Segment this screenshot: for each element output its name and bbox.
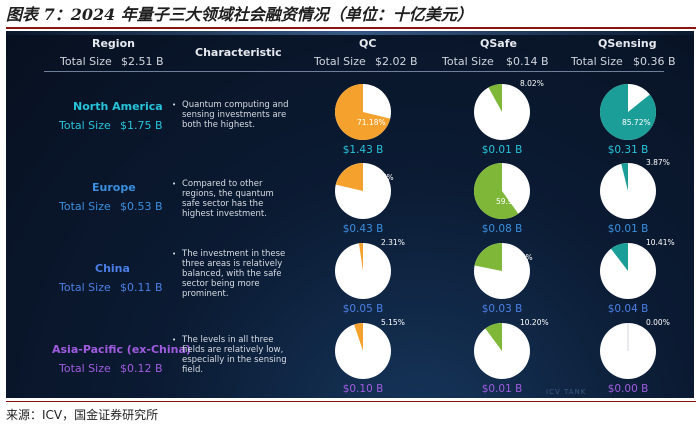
pie-share-label: 10.41% <box>646 238 675 247</box>
pie-value-label: $0.31 B <box>607 144 649 156</box>
pie-share-label: 21.86% <box>504 253 533 262</box>
characteristic-bullet: • The investment in these three areas is… <box>172 249 290 299</box>
figure-title: 图表 7：2024 年量子三大领域社会融资情况（单位：十亿美元） <box>6 3 696 29</box>
watermark: ICV TANK <box>546 388 587 396</box>
region-total-value: $0.11 B <box>120 281 163 294</box>
pie-share-slice <box>610 243 628 271</box>
header-qc-total-value: $2.02 B <box>375 55 418 68</box>
header-qsafe: QSafe <box>480 37 517 50</box>
header-qc-total-label: Total Size <box>314 55 366 68</box>
characteristic-text: Quantum computing and sensing investment… <box>182 100 289 130</box>
pie-share-label: 10.20% <box>520 318 549 327</box>
pie-share-label: 2.31% <box>381 238 405 247</box>
pie-value-label: $0.10 B <box>342 383 384 395</box>
pie-value-label: $0.05 B <box>342 303 384 315</box>
characteristic-text: The levels in all three fields are relat… <box>182 335 287 375</box>
region-total-label: Total Size <box>59 200 111 213</box>
region-total-label: Total Size <box>59 281 111 294</box>
pie-north-americaqsensing <box>600 84 656 140</box>
source-note: 来源：ICV，国金证券研究所 <box>6 401 696 423</box>
region-total-label: Total Size <box>59 119 111 132</box>
characteristic-text: The investment in these three areas is r… <box>182 249 286 299</box>
header-qsafe-total-label: Total Size <box>442 55 494 68</box>
pie-north-americaqsafe <box>474 84 530 140</box>
header-qsensing: QSensing <box>598 37 657 50</box>
pie-asia-pacific-ex-china-qsafe <box>474 323 530 379</box>
header-region: Region <box>92 37 135 50</box>
pie-share-label: 85.72% <box>622 118 651 127</box>
characteristic-bullet: • Compared to other regions, the quantum… <box>172 179 290 219</box>
region-total-value: $0.12 B <box>120 362 163 375</box>
pie-value-label: $0.43 B <box>342 223 384 235</box>
pie-europeqc <box>335 163 391 219</box>
pie-share-slice <box>474 163 519 219</box>
top-glow <box>6 31 694 35</box>
pie-value-label: $1.43 B <box>342 144 384 156</box>
header-qsafe-total-value: $0.14 B <box>506 55 549 68</box>
pie-share-slice <box>485 323 502 351</box>
pie-value-label: $0.03 B <box>481 303 523 315</box>
region-name: Europe <box>92 181 136 194</box>
pie-share-label: 71.18% <box>357 118 386 127</box>
pie-share-label: 59.92% <box>496 197 525 206</box>
pie-asia-pacific-ex-china-qsensing <box>600 323 656 379</box>
pie-share-slice <box>488 84 502 112</box>
pie-share-label: 0.00% <box>646 318 670 327</box>
characteristic-bullet: • Quantum computing and sensing investme… <box>172 100 290 130</box>
header-characteristic: Characteristic <box>195 46 282 59</box>
infographic-panel: Region Characteristic QC QSafe QSensing … <box>6 31 694 398</box>
pie-value-label: $0.01 B <box>481 144 523 156</box>
region-total-value: $1.75 B <box>120 119 163 132</box>
bullet-dot-icon: • <box>172 101 177 109</box>
pie-share-slice <box>354 323 363 351</box>
pie-value-label: $0.04 B <box>607 303 649 315</box>
pie-share-slice <box>474 243 502 271</box>
pie-value-label: $0.01 B <box>607 223 649 235</box>
region-name: Asia-Pacific (ex-China) <box>52 343 191 356</box>
pie-north-americaqc <box>335 84 391 140</box>
pie-europeqsensing <box>600 163 656 219</box>
region-name: China <box>95 262 130 275</box>
header-divider <box>44 71 664 72</box>
pie-chinaqsensing <box>600 243 656 299</box>
bullet-dot-icon: • <box>172 250 177 258</box>
region-name: North America <box>73 100 163 113</box>
header-region-total-label: Total Size <box>60 55 112 68</box>
pie-share-label: 8.02% <box>520 79 544 88</box>
region-total-label: Total Size <box>59 362 111 375</box>
characteristic-text: Compared to other regions, the quantum s… <box>182 179 274 219</box>
pie-europeqsafe <box>474 163 530 219</box>
bullet-dot-icon: • <box>172 336 177 344</box>
pie-share-label: 21.37% <box>365 173 394 182</box>
header-qsensing-total-value: $0.36 B <box>633 55 676 68</box>
region-total-value: $0.53 B <box>120 200 163 213</box>
pie-share-slice <box>335 84 391 140</box>
pie-share-label: 3.87% <box>646 158 670 167</box>
pie-chinaqc <box>335 243 391 299</box>
pie-value-label: $0.00 B <box>607 383 649 395</box>
pie-value-label: $0.08 B <box>481 223 523 235</box>
pie-value-label: $0.01 B <box>481 383 523 395</box>
pie-share-slice <box>621 163 628 191</box>
header-qsensing-total-label: Total Size <box>571 55 623 68</box>
pie-share-slice <box>358 243 363 271</box>
bullet-dot-icon: • <box>172 180 177 188</box>
characteristic-bullet: • The levels in all three fields are rel… <box>172 335 290 375</box>
pie-asia-pacific-ex-china-qc <box>335 323 391 379</box>
pie-chinaqsafe <box>474 243 530 299</box>
header-region-total-value: $2.51 B <box>121 55 164 68</box>
pie-share-slice <box>335 163 363 191</box>
header-qc: QC <box>359 37 377 50</box>
pie-share-slice <box>600 84 656 140</box>
pie-share-label: 5.15% <box>381 318 405 327</box>
